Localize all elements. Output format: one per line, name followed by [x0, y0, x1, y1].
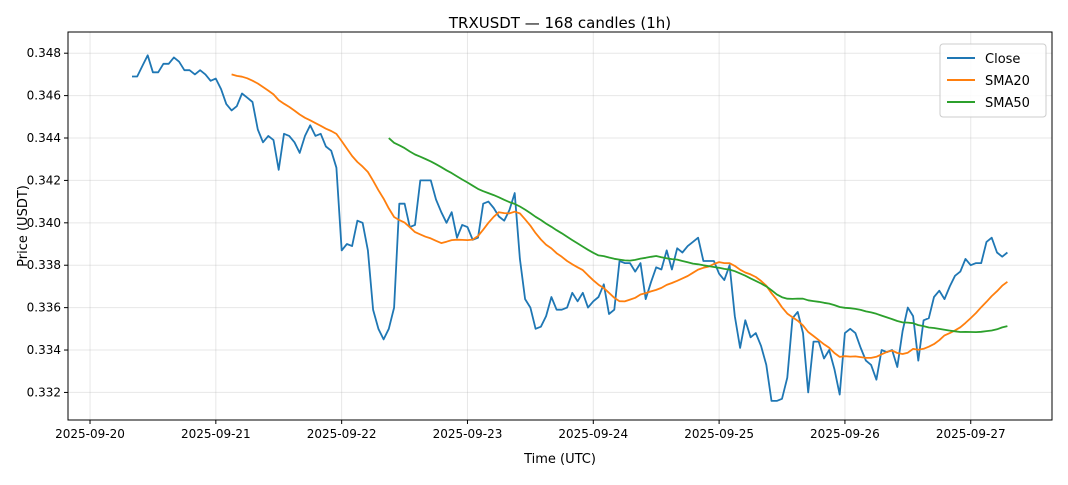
series-line-close: [132, 54, 1008, 402]
x-tick-label: 2025-09-23: [433, 427, 503, 441]
x-tick-label: 2025-09-26: [810, 427, 880, 441]
y-tick-label: 0.346: [27, 89, 61, 103]
y-tick-label: 0.338: [27, 258, 61, 272]
grid: [68, 32, 1052, 420]
y-tick-label: 0.334: [27, 343, 61, 357]
x-tick-label: 2025-09-22: [307, 427, 377, 441]
legend-box: [939, 43, 1047, 118]
x-tick-label: 2025-09-21: [181, 427, 251, 441]
x-tick-label: 2025-09-27: [936, 427, 1006, 441]
x-axis-label: Time (UTC): [523, 452, 596, 467]
y-tick-label: 0.332: [27, 385, 61, 399]
y-tick-label: 0.342: [27, 173, 61, 187]
legend-label-sma20: SMA20: [985, 74, 1030, 89]
series-group: [132, 54, 1008, 402]
chart-title: TRXUSDT — 168 candles (1h): [448, 14, 671, 32]
legend-label-sma50: SMA50: [985, 96, 1030, 111]
y-axis-label: Price (USDT): [16, 185, 31, 267]
y-tick-label: 0.344: [27, 131, 61, 145]
x-axis: 2025-09-20 2025-09-21 2025-09-22 2025-09-23…: [55, 420, 1006, 441]
y-tick-label: 0.348: [27, 46, 61, 60]
y-axis: 0.332 0.334 0.336 0.338 0.340 0.342 0.344 0.346…: [27, 46, 68, 399]
plot-area-frame: [67, 31, 1053, 421]
x-tick-label: 2025-09-25: [684, 427, 754, 441]
y-tick-label: 0.340: [27, 216, 61, 230]
legend-label-close: Close: [985, 52, 1020, 67]
x-tick-label: 2025-09-20: [55, 427, 125, 441]
legend: Close SMA20 SMA50: [939, 43, 1047, 118]
series-line-sma20: [231, 73, 1008, 359]
y-tick-label: 0.336: [27, 301, 61, 315]
series-line-sma50: [388, 137, 1008, 334]
x-tick-label: 2025-09-24: [558, 427, 628, 441]
